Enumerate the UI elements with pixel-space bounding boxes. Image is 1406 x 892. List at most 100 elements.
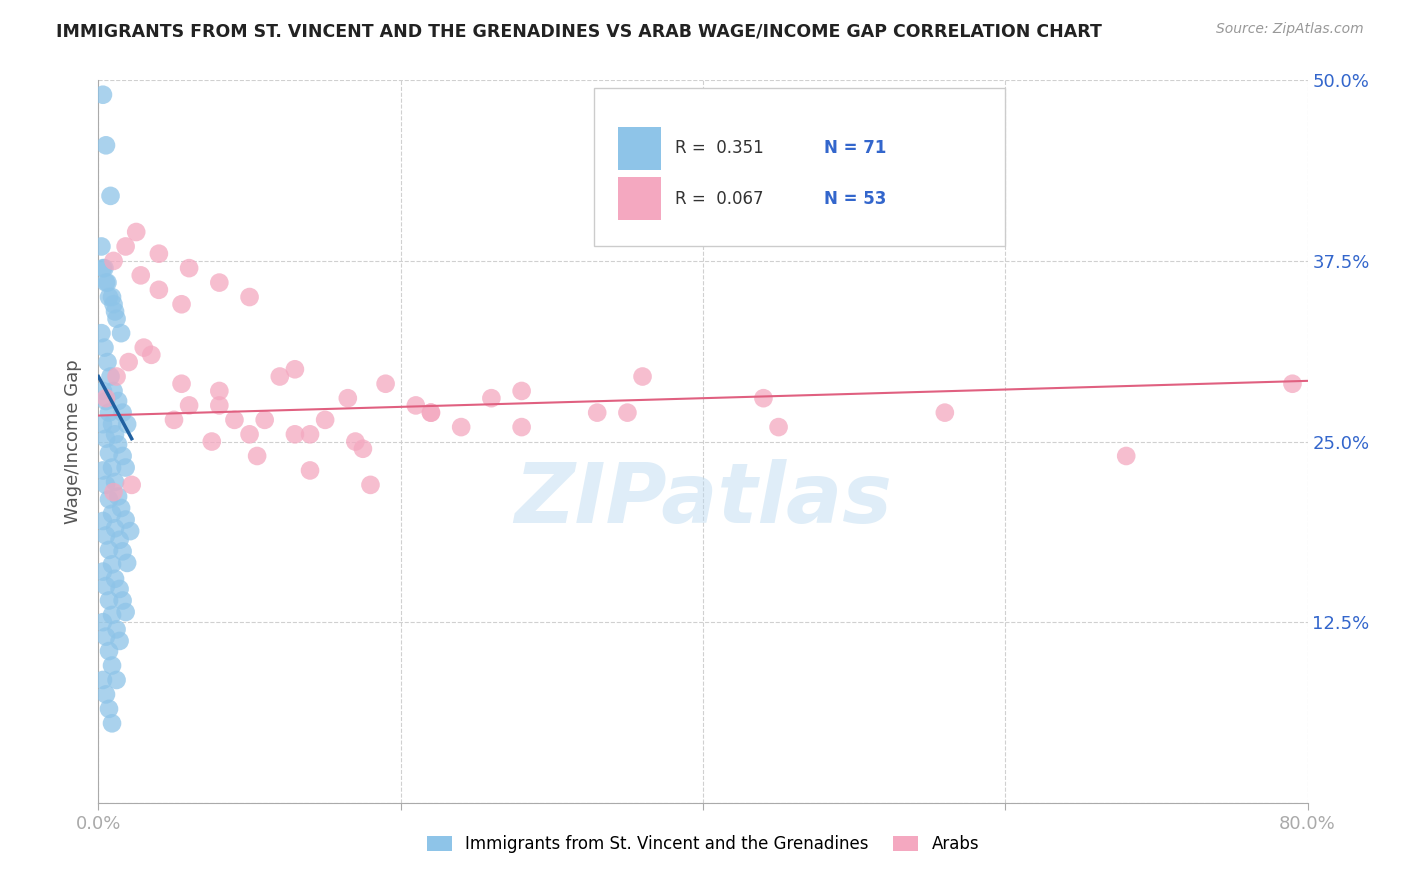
Point — [224, 413, 246, 427]
Point — [170, 297, 193, 311]
Point — [111, 406, 134, 420]
Point — [104, 521, 127, 535]
Point — [284, 362, 307, 376]
FancyBboxPatch shape — [595, 87, 1005, 246]
Point — [111, 544, 134, 558]
Point — [108, 634, 131, 648]
Point — [98, 492, 121, 507]
Point — [104, 475, 127, 489]
Point — [94, 687, 117, 701]
Point — [98, 290, 121, 304]
Point — [481, 391, 503, 405]
Point — [93, 261, 115, 276]
Point — [94, 138, 117, 153]
Point — [121, 478, 143, 492]
Point — [420, 406, 443, 420]
Point — [934, 406, 956, 420]
Point — [104, 572, 127, 586]
Legend: Immigrants from St. Vincent and the Grenadines, Arabs: Immigrants from St. Vincent and the Gren… — [420, 828, 986, 860]
Point — [101, 460, 124, 475]
Point — [132, 341, 155, 355]
Point — [118, 355, 141, 369]
Point — [616, 406, 638, 420]
Point — [163, 413, 186, 427]
Point — [91, 417, 114, 432]
Point — [107, 490, 129, 504]
Point — [107, 437, 129, 451]
Point — [94, 432, 117, 446]
Point — [420, 406, 443, 420]
Point — [374, 376, 396, 391]
Text: IMMIGRANTS FROM ST. VINCENT AND THE GRENADINES VS ARAB WAGE/INCOME GAP CORRELATI: IMMIGRANTS FROM ST. VINCENT AND THE GREN… — [56, 22, 1102, 40]
Point — [284, 427, 307, 442]
Point — [91, 384, 114, 398]
Point — [100, 189, 122, 203]
Point — [201, 434, 224, 449]
Point — [110, 501, 132, 516]
Point — [101, 290, 124, 304]
Point — [336, 391, 359, 405]
Point — [105, 369, 128, 384]
Point — [125, 225, 148, 239]
Point — [90, 326, 112, 340]
Point — [91, 87, 114, 102]
Text: ZIPatlas: ZIPatlas — [515, 458, 891, 540]
Point — [360, 478, 382, 492]
Point — [94, 528, 117, 542]
Text: R =  0.351: R = 0.351 — [675, 139, 763, 157]
Point — [510, 420, 533, 434]
Point — [115, 417, 138, 432]
Point — [104, 304, 127, 318]
Point — [208, 384, 231, 398]
Point — [94, 391, 117, 405]
Point — [104, 427, 127, 442]
Point — [101, 716, 124, 731]
Point — [148, 283, 170, 297]
Point — [111, 449, 134, 463]
Point — [179, 398, 201, 412]
Point — [344, 434, 367, 449]
Point — [103, 297, 125, 311]
Point — [239, 427, 262, 442]
Point — [91, 261, 114, 276]
Point — [96, 355, 118, 369]
Point — [253, 413, 276, 427]
Point — [101, 607, 124, 622]
Point — [101, 417, 124, 432]
Point — [405, 398, 427, 412]
Point — [91, 673, 114, 687]
Point — [246, 449, 269, 463]
Point — [631, 369, 654, 384]
Point — [94, 630, 117, 644]
Point — [91, 615, 114, 630]
Point — [93, 341, 115, 355]
Point — [107, 394, 129, 409]
Point — [510, 384, 533, 398]
Point — [91, 463, 114, 477]
Bar — [619, 127, 661, 169]
Point — [314, 413, 336, 427]
Point — [111, 593, 134, 607]
Point — [90, 239, 112, 253]
Point — [768, 420, 790, 434]
Point — [91, 565, 114, 579]
Point — [586, 406, 609, 420]
Point — [108, 533, 131, 547]
Point — [91, 514, 114, 528]
Point — [100, 369, 122, 384]
Point — [108, 582, 131, 596]
Point — [114, 512, 136, 526]
Point — [98, 702, 121, 716]
Point — [299, 427, 322, 442]
Text: N = 71: N = 71 — [824, 139, 886, 157]
Point — [94, 478, 117, 492]
Point — [94, 394, 117, 409]
Point — [450, 420, 472, 434]
Point — [94, 579, 117, 593]
Y-axis label: Wage/Income Gap: Wage/Income Gap — [65, 359, 83, 524]
Point — [114, 605, 136, 619]
Point — [105, 623, 128, 637]
Point — [98, 406, 121, 420]
Point — [148, 246, 170, 260]
Point — [239, 290, 262, 304]
